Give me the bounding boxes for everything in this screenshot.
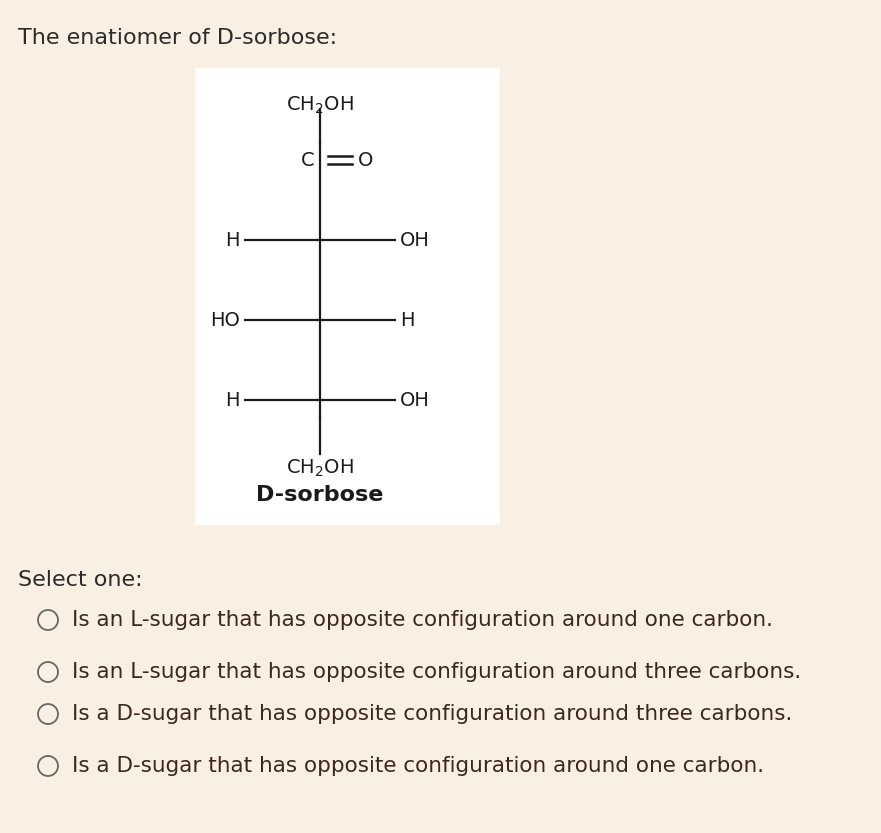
- Text: OH: OH: [400, 231, 430, 250]
- Text: Is an L-sugar that has opposite configuration around one carbon.: Is an L-sugar that has opposite configur…: [72, 610, 773, 630]
- Text: H: H: [226, 391, 240, 410]
- Text: CH$_2$OH: CH$_2$OH: [286, 458, 354, 479]
- Text: HO: HO: [211, 311, 240, 330]
- Text: CH$_2$OH: CH$_2$OH: [286, 95, 354, 117]
- Text: C: C: [301, 151, 315, 169]
- Text: Select one:: Select one:: [18, 570, 143, 590]
- Text: D-sorbose: D-sorbose: [256, 485, 384, 505]
- Text: H: H: [226, 231, 240, 250]
- Text: The enatiomer of D-sorbose:: The enatiomer of D-sorbose:: [18, 28, 337, 48]
- Text: Is a D-sugar that has opposite configuration around three carbons.: Is a D-sugar that has opposite configura…: [72, 704, 792, 724]
- Text: H: H: [400, 311, 414, 330]
- Text: Is a D-sugar that has opposite configuration around one carbon.: Is a D-sugar that has opposite configura…: [72, 756, 764, 776]
- Text: Is an L-sugar that has opposite configuration around three carbons.: Is an L-sugar that has opposite configur…: [72, 662, 801, 682]
- Bar: [195, 68, 500, 525]
- Text: OH: OH: [400, 391, 430, 410]
- Text: O: O: [358, 151, 374, 169]
